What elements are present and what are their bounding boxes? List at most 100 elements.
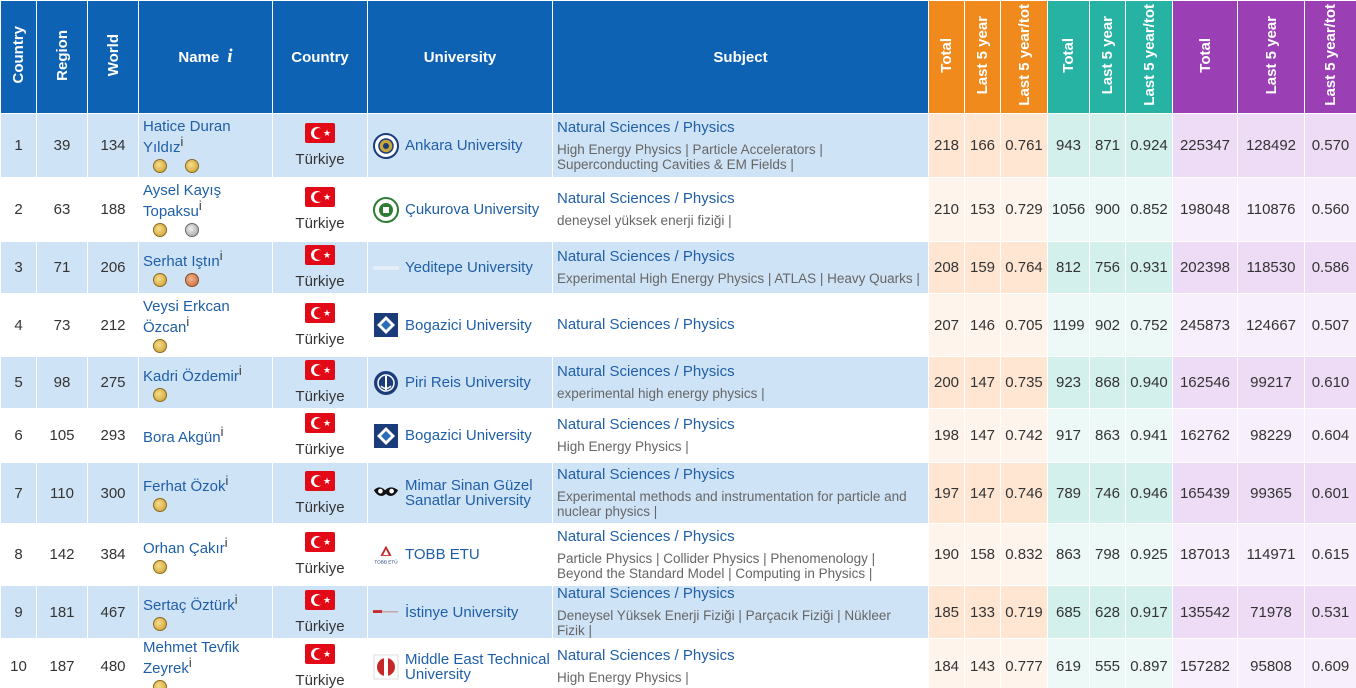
header-region-rank[interactable]: Region <box>36 0 88 114</box>
university-link[interactable]: Bogazici University <box>405 316 532 334</box>
scientist-name-link[interactable]: Veysi Erkcan Özcan <box>143 297 230 336</box>
university-link[interactable]: TOBB ETU <box>405 546 480 563</box>
name-cell: Mehmet Tevfik Zeyreki <box>138 638 273 688</box>
university-link[interactable]: Bogazici University <box>405 427 532 444</box>
university-link[interactable]: Piri Reis University <box>405 374 531 391</box>
world-rank-cell: 188 <box>87 177 139 242</box>
subject-link[interactable]: Natural Sciences / Physics <box>557 316 735 333</box>
header-citations-last5[interactable]: Last 5 year <box>1237 0 1305 114</box>
header-subject[interactable]: Subject <box>552 0 929 114</box>
citations-ratio: 0.604 <box>1304 408 1356 463</box>
header-name[interactable]: Name i <box>138 0 273 114</box>
header-country[interactable]: Country <box>272 0 368 114</box>
header-university[interactable]: University <box>367 0 553 114</box>
info-icon[interactable]: i <box>188 656 192 670</box>
subject-link[interactable]: Natural Sciences / Physics <box>557 647 735 664</box>
table-row[interactable]: 3 71 206 Serhat Iştıni ★ Türkiye Yeditepe Univ… <box>0 241 1356 294</box>
table-row[interactable]: 5 98 275 Kadri Özdemiri ★ Türkiye Piri Reis Un… <box>0 356 1356 409</box>
i10-index-ratio: 0.931 <box>1125 241 1173 294</box>
header-i10-last5[interactable]: Last 5 year <box>1089 0 1126 114</box>
header-i10-ratio[interactable]: Last 5 year/tot <box>1125 0 1173 114</box>
subject-link[interactable]: Natural Sciences / Physics <box>557 118 735 136</box>
header-h-last5[interactable]: Last 5 year <box>964 0 1001 114</box>
scientist-name-link[interactable]: Ferhat Özok <box>143 478 226 495</box>
world-rank-cell: 467 <box>87 585 139 639</box>
university-cell: TOBB ETÜ TOBB ETU <box>367 523 553 586</box>
table-row[interactable]: 8 142 384 Orhan Çakıri ★ Türkiye TOBB ETÜ TOBB … <box>0 523 1356 586</box>
citations-total: 165439 <box>1172 462 1238 524</box>
country-cell: ★ Türkiye <box>272 638 368 688</box>
scientist-name-link[interactable]: Bora Akgün <box>143 429 221 446</box>
header-world-rank[interactable]: World <box>87 0 139 114</box>
university-link[interactable]: Mimar Sinan Güzel Sanatlar University <box>405 477 533 509</box>
scientist-name-link[interactable]: Hatice Duran Yıldız <box>143 118 231 156</box>
table-row[interactable]: 9 181 467 Sertaç Öztürki ★ Türkiye İstinye Uni… <box>0 585 1356 639</box>
medals <box>143 386 272 402</box>
subject-link[interactable]: Natural Sciences / Physics <box>557 363 735 380</box>
region-rank-cell: 142 <box>36 523 88 586</box>
university-link[interactable]: İstinye University <box>405 603 519 621</box>
table-row[interactable]: 10 187 480 Mehmet Tevfik Zeyreki ★ Türkiye Mid… <box>0 638 1356 688</box>
scientist-name-link[interactable]: Aysel Kayış Topaksu <box>143 182 222 220</box>
h-index-ratio: 0.729 <box>1000 177 1048 242</box>
gold-medal-icon <box>153 159 167 174</box>
header-h-total[interactable]: Total <box>928 0 965 114</box>
country-rank-cell: 4 <box>0 293 37 357</box>
info-icon[interactable]: i <box>234 593 238 607</box>
scientist-name-link[interactable]: Orhan Çakır <box>143 539 225 557</box>
info-icon[interactable]: i <box>220 425 224 439</box>
header-citations-ratio[interactable]: Last 5 year/tot <box>1304 0 1356 114</box>
table-row[interactable]: 4 73 212 Veysi Erkcan Özcani ★ Türkiye Bogazic… <box>0 293 1356 357</box>
subject-link[interactable]: Natural Sciences / Physics <box>557 416 735 433</box>
subject-link[interactable]: Natural Sciences / Physics <box>557 190 735 207</box>
country-rank-cell: 7 <box>0 462 37 524</box>
scientist-name-link[interactable]: Mehmet Tevfik Zeyrek <box>143 639 240 677</box>
i10-index-last5: 798 <box>1089 523 1126 586</box>
header-country-rank[interactable]: Country <box>0 0 37 114</box>
info-icon[interactable]: i <box>225 474 229 488</box>
info-icon[interactable]: i <box>227 46 233 67</box>
table-row[interactable]: 2 63 188 Aysel Kayış Topaksui ★ Türkiye Çukuro… <box>0 177 1356 242</box>
info-icon[interactable]: i <box>224 535 228 550</box>
citations-total: 162546 <box>1172 356 1238 409</box>
info-icon[interactable]: i <box>198 199 202 213</box>
university-cell: Middle East Technical University <box>367 638 553 688</box>
info-icon[interactable]: i <box>219 248 223 263</box>
info-icon[interactable]: i <box>186 314 190 329</box>
h-index-total: 200 <box>928 356 965 409</box>
h-index-ratio: 0.735 <box>1000 356 1048 409</box>
university-link[interactable]: Middle East Technical University <box>405 650 550 683</box>
scientist-name-link[interactable]: Kadri Özdemir <box>143 367 239 385</box>
header-citations-total[interactable]: Total <box>1172 0 1238 114</box>
subject-link[interactable]: Natural Sciences / Physics <box>557 466 735 483</box>
info-icon[interactable]: i <box>180 135 184 149</box>
university-link[interactable]: Ankara University <box>405 137 523 154</box>
university-link[interactable]: Yeditepe University <box>405 259 533 276</box>
h-index-ratio: 0.777 <box>1000 638 1048 688</box>
medals <box>143 615 272 632</box>
i10-index-ratio: 0.946 <box>1125 462 1173 524</box>
i10-index-ratio: 0.917 <box>1125 585 1173 639</box>
subject-detail: Experimental methods and instrumentation… <box>557 489 907 519</box>
table-row[interactable]: 1 39 134 Hatice Duran Yıldızi ★ Türkiye Ankara… <box>0 113 1356 178</box>
table-row[interactable]: 7 110 300 Ferhat Özoki ★ Türkiye Mimar Sinan G… <box>0 462 1356 524</box>
info-icon[interactable]: i <box>238 363 242 378</box>
turkey-flag-icon: ★ <box>305 187 335 207</box>
country-cell: ★ Türkiye <box>272 113 368 178</box>
bogazici-university-logo-icon <box>372 312 400 338</box>
scientist-name-link[interactable]: Serhat Iştın <box>143 252 220 270</box>
university-link[interactable]: Çukurova University <box>405 201 540 218</box>
turkey-flag-icon: ★ <box>305 360 335 380</box>
header-i10-total[interactable]: Total <box>1047 0 1090 114</box>
subject-link[interactable]: Natural Sciences / Physics <box>557 248 735 265</box>
subject-link[interactable]: Natural Sciences / Physics <box>557 527 735 545</box>
h-index-last5: 146 <box>964 293 1001 357</box>
scientist-name-link[interactable]: Sertaç Öztürk <box>143 597 235 614</box>
university-cell: İstinye University <box>367 585 553 639</box>
subject-link[interactable]: Natural Sciences / Physics <box>557 585 735 602</box>
i10-index-total: 789 <box>1047 462 1090 524</box>
table-row[interactable]: 6 105 293 Bora Akgüni ★ Türkiye Bogazici Unive… <box>0 408 1356 463</box>
world-rank-cell: 480 <box>87 638 139 688</box>
header-h-ratio[interactable]: Last 5 year/tot <box>1000 0 1048 114</box>
